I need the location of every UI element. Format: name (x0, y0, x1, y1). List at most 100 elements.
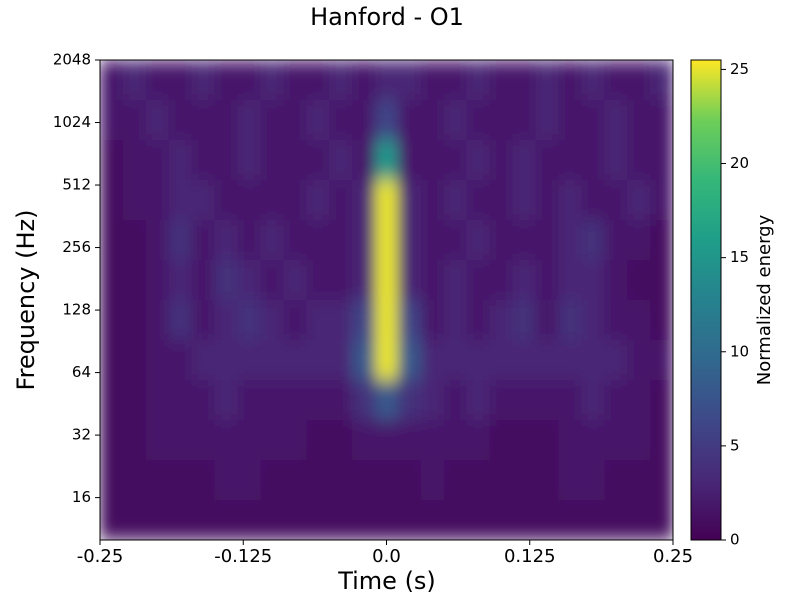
heatmap-cell (397, 460, 422, 501)
heatmap-cell (214, 100, 239, 141)
heatmap-cell (397, 60, 422, 101)
heatmap-cell (145, 60, 170, 101)
heatmap-cell (558, 260, 582, 301)
heatmap-cell (329, 220, 353, 261)
heatmap-cell (489, 380, 514, 421)
heatmap-cell (329, 260, 353, 301)
heatmap-cell (122, 460, 147, 501)
heatmap-cell (329, 380, 353, 421)
heatmap-cell (260, 60, 284, 101)
heatmap-cell (443, 340, 468, 381)
heatmap-cell (627, 140, 651, 181)
heatmap-cell (604, 180, 628, 221)
heatmap-cell (214, 220, 239, 261)
heatmap-cell (283, 260, 307, 301)
heatmap-cell (581, 300, 605, 341)
heatmap-cell (535, 500, 559, 540)
heatmap-cell (100, 340, 124, 381)
heatmap-cell (375, 60, 399, 101)
heatmap-cell (604, 220, 628, 261)
heatmap-cell (214, 380, 239, 421)
heatmap-cell (604, 380, 628, 421)
heatmap-cell (466, 420, 491, 461)
heatmap-cell (535, 420, 559, 461)
chart-title: Hanford - O1 (310, 3, 464, 31)
heatmap-cell (237, 260, 261, 301)
heatmap-cell (443, 460, 468, 501)
heatmap-cell (352, 420, 376, 461)
heatmap-cell (420, 220, 445, 261)
heatmap-cell (443, 100, 468, 141)
heatmap-cell (191, 220, 216, 261)
heatmap-cell (375, 100, 399, 141)
heatmap-cell (604, 340, 628, 381)
heatmap-cell (627, 340, 651, 381)
heatmap-cell (397, 380, 422, 421)
heatmap-cell (122, 380, 147, 421)
heatmap-cell (581, 60, 605, 101)
heatmap-cell (122, 140, 147, 181)
heatmap-cell (191, 380, 216, 421)
heatmap-cell (306, 460, 330, 501)
heatmap-cell (145, 140, 170, 181)
heatmap-cell (352, 500, 376, 540)
y-tick-label: 2048 (53, 51, 91, 69)
heatmap-cell (329, 100, 353, 141)
heatmap-cell (306, 380, 330, 421)
x-tick-label: -0.125 (214, 546, 272, 567)
heatmap-cell (627, 420, 651, 461)
heatmap-cell (443, 180, 468, 221)
heatmap-cell (420, 460, 445, 501)
heatmap-cell (168, 380, 193, 421)
heatmap-cell (375, 460, 399, 501)
heatmap-cell (535, 380, 559, 421)
heatmap-cell (145, 340, 170, 381)
heatmap-cell (191, 420, 216, 461)
heatmap-cell (489, 340, 514, 381)
heatmap-cell (627, 100, 651, 141)
heatmap-cell (627, 380, 651, 421)
heatmap-cell (306, 180, 330, 221)
heatmap-cell (420, 340, 445, 381)
heatmap-cell (627, 300, 651, 341)
heatmap-cell (260, 500, 284, 540)
heatmap-cell (329, 180, 353, 221)
heatmap-cell (145, 180, 170, 221)
colorbar-tick-label: 20 (730, 154, 749, 172)
heatmap-cell (122, 220, 147, 261)
heatmap-cell (627, 220, 651, 261)
heatmap-cell (260, 180, 284, 221)
heatmap-cell (329, 300, 353, 341)
heatmap-cell (237, 500, 261, 540)
heatmap-cell (375, 380, 399, 421)
heatmap-cell (420, 420, 445, 461)
heatmap-cell (352, 140, 376, 181)
heatmap-cell (512, 420, 536, 461)
heatmap-cell (145, 220, 170, 261)
heatmap-cell (558, 420, 582, 461)
heatmap-cell (650, 300, 673, 341)
heatmap-cell (581, 220, 605, 261)
heatmap-cell (214, 460, 239, 501)
heatmap-cell (375, 300, 399, 341)
heatmap-cell (214, 180, 239, 221)
colorbar-tick-label: 5 (730, 436, 740, 454)
heatmap-cell (329, 340, 353, 381)
y-tick-label: 128 (62, 301, 91, 319)
heatmap-cell (397, 220, 422, 261)
heatmap-cell (397, 300, 422, 341)
heatmap-cell (650, 380, 673, 421)
heatmap-cell (191, 260, 216, 301)
heatmap-cell (260, 340, 284, 381)
heatmap-cell (489, 100, 514, 141)
heatmap-cell (168, 60, 193, 101)
heatmap-cell (352, 180, 376, 221)
heatmap-cell (352, 460, 376, 501)
colorbar-tick-label: 0 (730, 531, 740, 549)
heatmap-cell (237, 180, 261, 221)
y-axis-label: Frequency (Hz) (12, 210, 40, 391)
heatmap-cell (420, 140, 445, 181)
heatmap-cell (604, 140, 628, 181)
heatmap-cell (466, 300, 491, 341)
heatmap-cell (145, 500, 170, 540)
